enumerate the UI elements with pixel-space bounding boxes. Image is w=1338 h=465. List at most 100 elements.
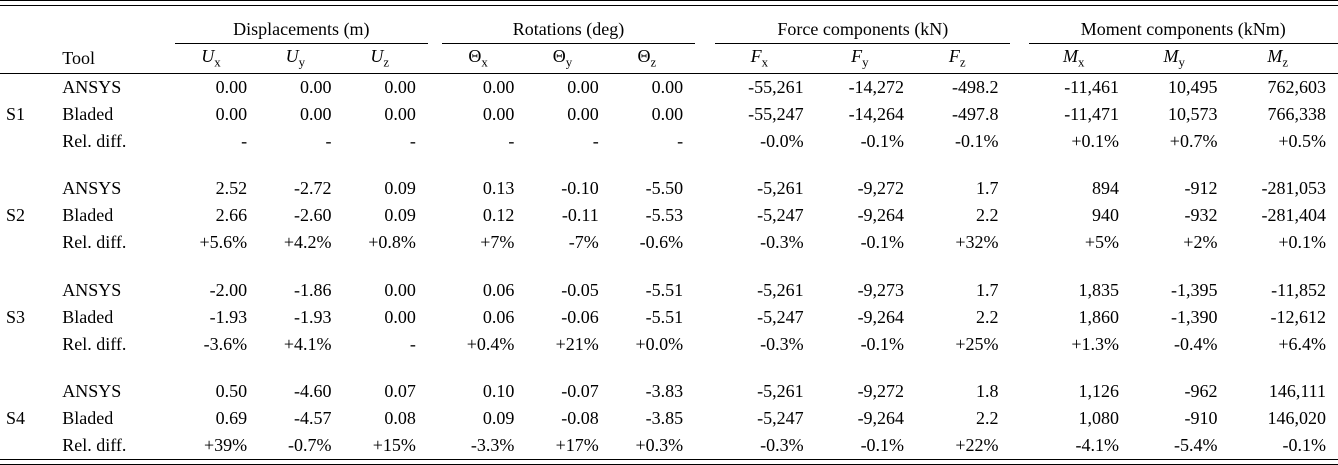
symbol-theta: Θ (552, 46, 566, 67)
col-header-thetax: Θx (441, 43, 527, 74)
column-gap (695, 276, 715, 303)
value-cell: -3.3% (470, 434, 515, 455)
col-header-fy: Fy (815, 43, 917, 74)
value-cell: 0.00 (384, 306, 416, 327)
column-gap (427, 43, 442, 74)
value-cell: -11,852 (1271, 279, 1326, 300)
column-gap (695, 331, 715, 358)
column-gap (695, 202, 715, 229)
row-group-label: S4 (6, 407, 26, 428)
value-cell: -5,247 (757, 306, 804, 327)
value-cell: 0.13 (482, 178, 515, 199)
col-header-fx: Fx (715, 43, 816, 74)
table-row: Rel. diff. - - - - - - -0.0% -0.1% -0.1% +0.1% +0.7… (0, 128, 1338, 155)
value-cell: -912 (1184, 178, 1218, 199)
row-group-label (0, 331, 58, 358)
value-cell: 146,111 (1268, 380, 1326, 401)
table-row: ANSYS 2.52 -2.72 0.09 0.13 -0.10 -5.50 -5,261 -9… (0, 175, 1338, 202)
symbol-f: F (851, 46, 863, 67)
subscript-y: y (1178, 54, 1185, 70)
symbol-theta: Θ (637, 46, 651, 67)
column-gap (1010, 378, 1028, 405)
value-cell: +0.5% (1278, 131, 1326, 152)
value-cell: 0.07 (384, 380, 416, 401)
value-cell: 0.09 (384, 205, 416, 226)
value-cell: 1.8 (975, 380, 999, 401)
value-cell: -9,272 (857, 178, 905, 199)
table-row: S3 Bladed -1.93 -1.93 0.00 0.06 -0.06 -5.51 -5,2… (0, 304, 1338, 331)
value-cell: -0.3% (760, 333, 804, 354)
col-header-uy: Uy (259, 43, 344, 74)
header-lead-cell (0, 6, 175, 44)
data-table: Displacements (m) Rotations (deg) Force … (0, 5, 1338, 460)
value-cell: 940 (1092, 205, 1120, 226)
value-cell: 1.7 (975, 279, 999, 300)
value-cell: -0.1% (860, 232, 905, 253)
value-cell: -5.53 (645, 205, 684, 226)
value-cell: 0.69 (215, 407, 248, 428)
symbol-u: U (285, 46, 299, 67)
column-gap (428, 405, 442, 432)
value-cell: 10,495 (1167, 77, 1218, 98)
value-cell: 0.00 (300, 77, 332, 98)
value-cell: 1.7 (975, 178, 999, 199)
value-cell: +0.1% (1071, 131, 1120, 152)
column-gap (428, 74, 442, 102)
value-cell: 2.52 (215, 178, 248, 199)
table-row: S1 Bladed 0.00 0.00 0.00 0.00 0.00 0.00 -55,247 -… (0, 101, 1338, 128)
value-cell: +1.3% (1071, 333, 1120, 354)
column-gap (1010, 331, 1028, 358)
value-cell: -3.6% (203, 333, 248, 354)
column-gap (1010, 432, 1028, 460)
value-cell: +0.4% (466, 333, 515, 354)
value-cell: 0.00 (567, 104, 599, 125)
value-cell: -9,272 (857, 380, 905, 401)
value-cell: 10,573 (1167, 104, 1218, 125)
value-cell: -0.06 (561, 306, 599, 327)
group-header-rotations: Rotations (deg) (441, 5, 696, 44)
value-cell: 2.2 (975, 407, 999, 428)
col-header-uz: Uz (343, 43, 428, 74)
value-cell: -0.1% (954, 131, 999, 152)
tool-cell: Rel. diff. (62, 434, 127, 455)
col-header-fz: Fz (916, 43, 1011, 74)
value-cell: 0.00 (651, 77, 684, 98)
value-cell: 2.2 (975, 205, 999, 226)
column-gap (695, 6, 715, 44)
value-cell: 1,835 (1078, 279, 1120, 300)
value-cell: 146,020 (1267, 407, 1327, 428)
value-cell: - (409, 333, 416, 354)
value-cell: -0.07 (561, 380, 599, 401)
row-group-spacer (0, 256, 1338, 276)
column-gap (695, 101, 715, 128)
value-cell: -0.10 (561, 178, 599, 199)
column-gap (695, 432, 715, 460)
col-header-thetay: Θy (526, 43, 611, 74)
value-cell: -1.93 (209, 306, 248, 327)
row-group-label (0, 175, 58, 202)
row-group-label (0, 276, 58, 303)
value-cell: -9,264 (857, 205, 905, 226)
column-gap (1010, 202, 1028, 229)
value-cell: -5,261 (757, 380, 804, 401)
table-row: S2 Bladed 2.66 -2.60 0.09 0.12 -0.11 -5.53 -5,24… (0, 202, 1338, 229)
value-cell: - (508, 131, 515, 152)
value-cell: -2.00 (209, 279, 248, 300)
column-gap (1010, 304, 1028, 331)
value-cell: 0.00 (482, 77, 515, 98)
value-cell: +5% (1084, 232, 1120, 253)
column-gap (428, 101, 442, 128)
column-gap (695, 128, 715, 155)
value-cell: -11,471 (1064, 104, 1120, 125)
value-cell: 0.00 (567, 77, 599, 98)
column-gap (695, 378, 715, 405)
value-cell: 0.00 (384, 77, 416, 98)
subscript-y: y (862, 54, 869, 70)
value-cell: -14,264 (848, 104, 905, 125)
value-cell: 1,080 (1078, 407, 1120, 428)
subscript-z: z (1282, 54, 1289, 70)
value-cell: +7% (480, 232, 515, 253)
subscript-y: y (298, 54, 306, 70)
row-group-label (0, 128, 58, 155)
